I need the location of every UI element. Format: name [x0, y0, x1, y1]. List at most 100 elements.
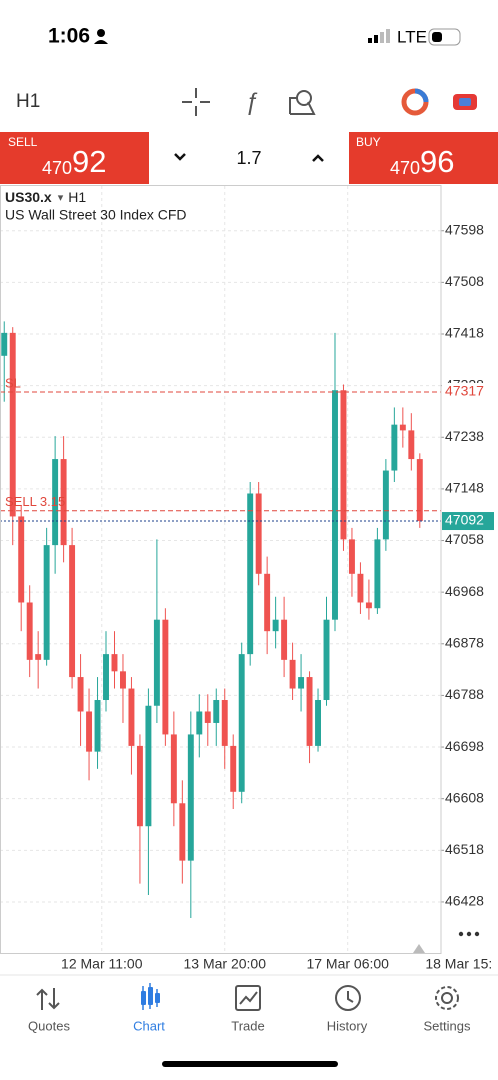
y-tick-label: 47148	[445, 480, 484, 496]
candle-body	[230, 745, 237, 792]
candle-body	[187, 734, 194, 861]
candle-body	[128, 688, 135, 746]
y-tick-label: 46608	[445, 789, 484, 805]
candle-body	[298, 677, 305, 689]
network: LTE	[397, 27, 427, 46]
price-tag	[442, 382, 498, 401]
candle-body	[1, 332, 8, 356]
nav-tab[interactable]: Settings	[424, 1018, 471, 1033]
order-label: SL	[5, 375, 21, 390]
volume-down[interactable]	[174, 153, 186, 161]
nav-tab[interactable]: Chart	[133, 1018, 165, 1033]
candle-body	[60, 459, 67, 546]
candle-body	[382, 470, 389, 540]
y-tick-label: 46698	[445, 738, 484, 754]
person-icon	[94, 40, 108, 44]
nav-tab[interactable]: Trade	[231, 1018, 264, 1033]
description: US Wall Street 30 Index CFD	[5, 207, 187, 223]
candle-body	[332, 390, 338, 620]
candle-body	[247, 493, 254, 655]
candle-body	[264, 573, 271, 632]
candle-body	[136, 745, 143, 827]
battery	[428, 28, 461, 46]
nav-tab[interactable]: Quotes	[28, 1018, 70, 1033]
history-icon[interactable]	[335, 985, 361, 1011]
home-indicator	[162, 1061, 338, 1067]
candle-body	[204, 711, 211, 723]
candle-body	[272, 619, 279, 632]
scroll-marker	[413, 944, 425, 953]
crosshair-icon[interactable]	[182, 88, 210, 116]
nav-bar: Quotes Chart Trade History Settings	[28, 1018, 471, 1033]
candle-body	[18, 516, 25, 603]
symbol: US30.x	[5, 189, 52, 205]
more-icon[interactable]	[458, 931, 480, 937]
nav-tab[interactable]: History	[327, 1018, 368, 1033]
price-tag-label: 47317	[445, 383, 484, 399]
trade-icon[interactable]	[235, 985, 261, 1011]
timeframe-button[interactable]: H1	[16, 91, 40, 112]
candle-body	[196, 711, 203, 735]
candle-body	[306, 677, 313, 746]
bid-tag	[442, 512, 494, 531]
volume-up[interactable]	[312, 154, 324, 162]
y-tick-label: 47508	[445, 273, 484, 289]
sell-price-small: 470	[42, 158, 72, 178]
candle-body	[281, 619, 288, 660]
sell-price-large: 92	[72, 144, 106, 179]
order-label: SELL 3.15	[5, 494, 65, 509]
candle-body	[69, 545, 76, 678]
candle-body	[315, 700, 321, 746]
clock: 1:06	[48, 25, 90, 48]
buy-button[interactable]	[349, 132, 498, 184]
candle-body	[153, 619, 160, 706]
quotes-icon[interactable]	[36, 988, 60, 1010]
indicator-icon[interactable]: ƒ	[245, 88, 258, 115]
candle-body	[399, 424, 406, 431]
objects-icon[interactable]	[289, 90, 316, 115]
chart-icon[interactable]	[141, 983, 160, 1010]
x-tick-label: 18 Mar 15:	[425, 956, 492, 972]
y-tick-label: 46428	[445, 893, 484, 909]
battery-level	[432, 32, 442, 42]
buy-label: BUY	[356, 135, 381, 149]
candle-body	[162, 619, 169, 735]
candle-body	[416, 459, 423, 522]
candle-body	[365, 602, 372, 609]
volume[interactable]: 1.7	[236, 148, 261, 168]
bid-tag-label: 47092	[445, 512, 484, 528]
candle-body	[35, 654, 42, 660]
settings-icon[interactable]	[435, 986, 459, 1010]
candle-body	[323, 619, 330, 701]
candle-body	[111, 654, 118, 672]
candle-body	[52, 459, 59, 546]
symbol: US30.x ▾ H1	[5, 189, 86, 205]
sell-label: SELL	[8, 135, 38, 149]
candle-body	[103, 654, 109, 701]
candle-body	[374, 539, 381, 609]
candle-body	[179, 803, 186, 861]
candle-body	[340, 390, 347, 540]
y-tick-label: 47418	[445, 325, 484, 341]
y-tick-label: 47598	[445, 221, 484, 237]
y-tick-label: 46968	[445, 583, 484, 599]
candle-body	[120, 671, 126, 689]
candle-body	[391, 424, 398, 471]
y-tick-label: 46518	[445, 841, 484, 857]
x-tick-label: 13 Mar 20:00	[183, 956, 266, 972]
candle-body	[43, 545, 50, 660]
sell-button[interactable]	[0, 132, 149, 184]
y-tick-label: 47058	[445, 531, 484, 547]
account-icon[interactable]	[414, 88, 429, 103]
candle-body	[170, 734, 177, 804]
candle-body	[26, 602, 33, 660]
chart-frame	[0, 185, 442, 954]
candle-body	[145, 705, 152, 827]
candle-body	[213, 700, 220, 723]
y-tick-label: 46878	[445, 634, 484, 650]
dropdown: ▾	[58, 192, 64, 204]
candle-body	[94, 700, 101, 752]
candle-body	[238, 654, 245, 792]
trade-icon[interactable]	[459, 98, 471, 106]
